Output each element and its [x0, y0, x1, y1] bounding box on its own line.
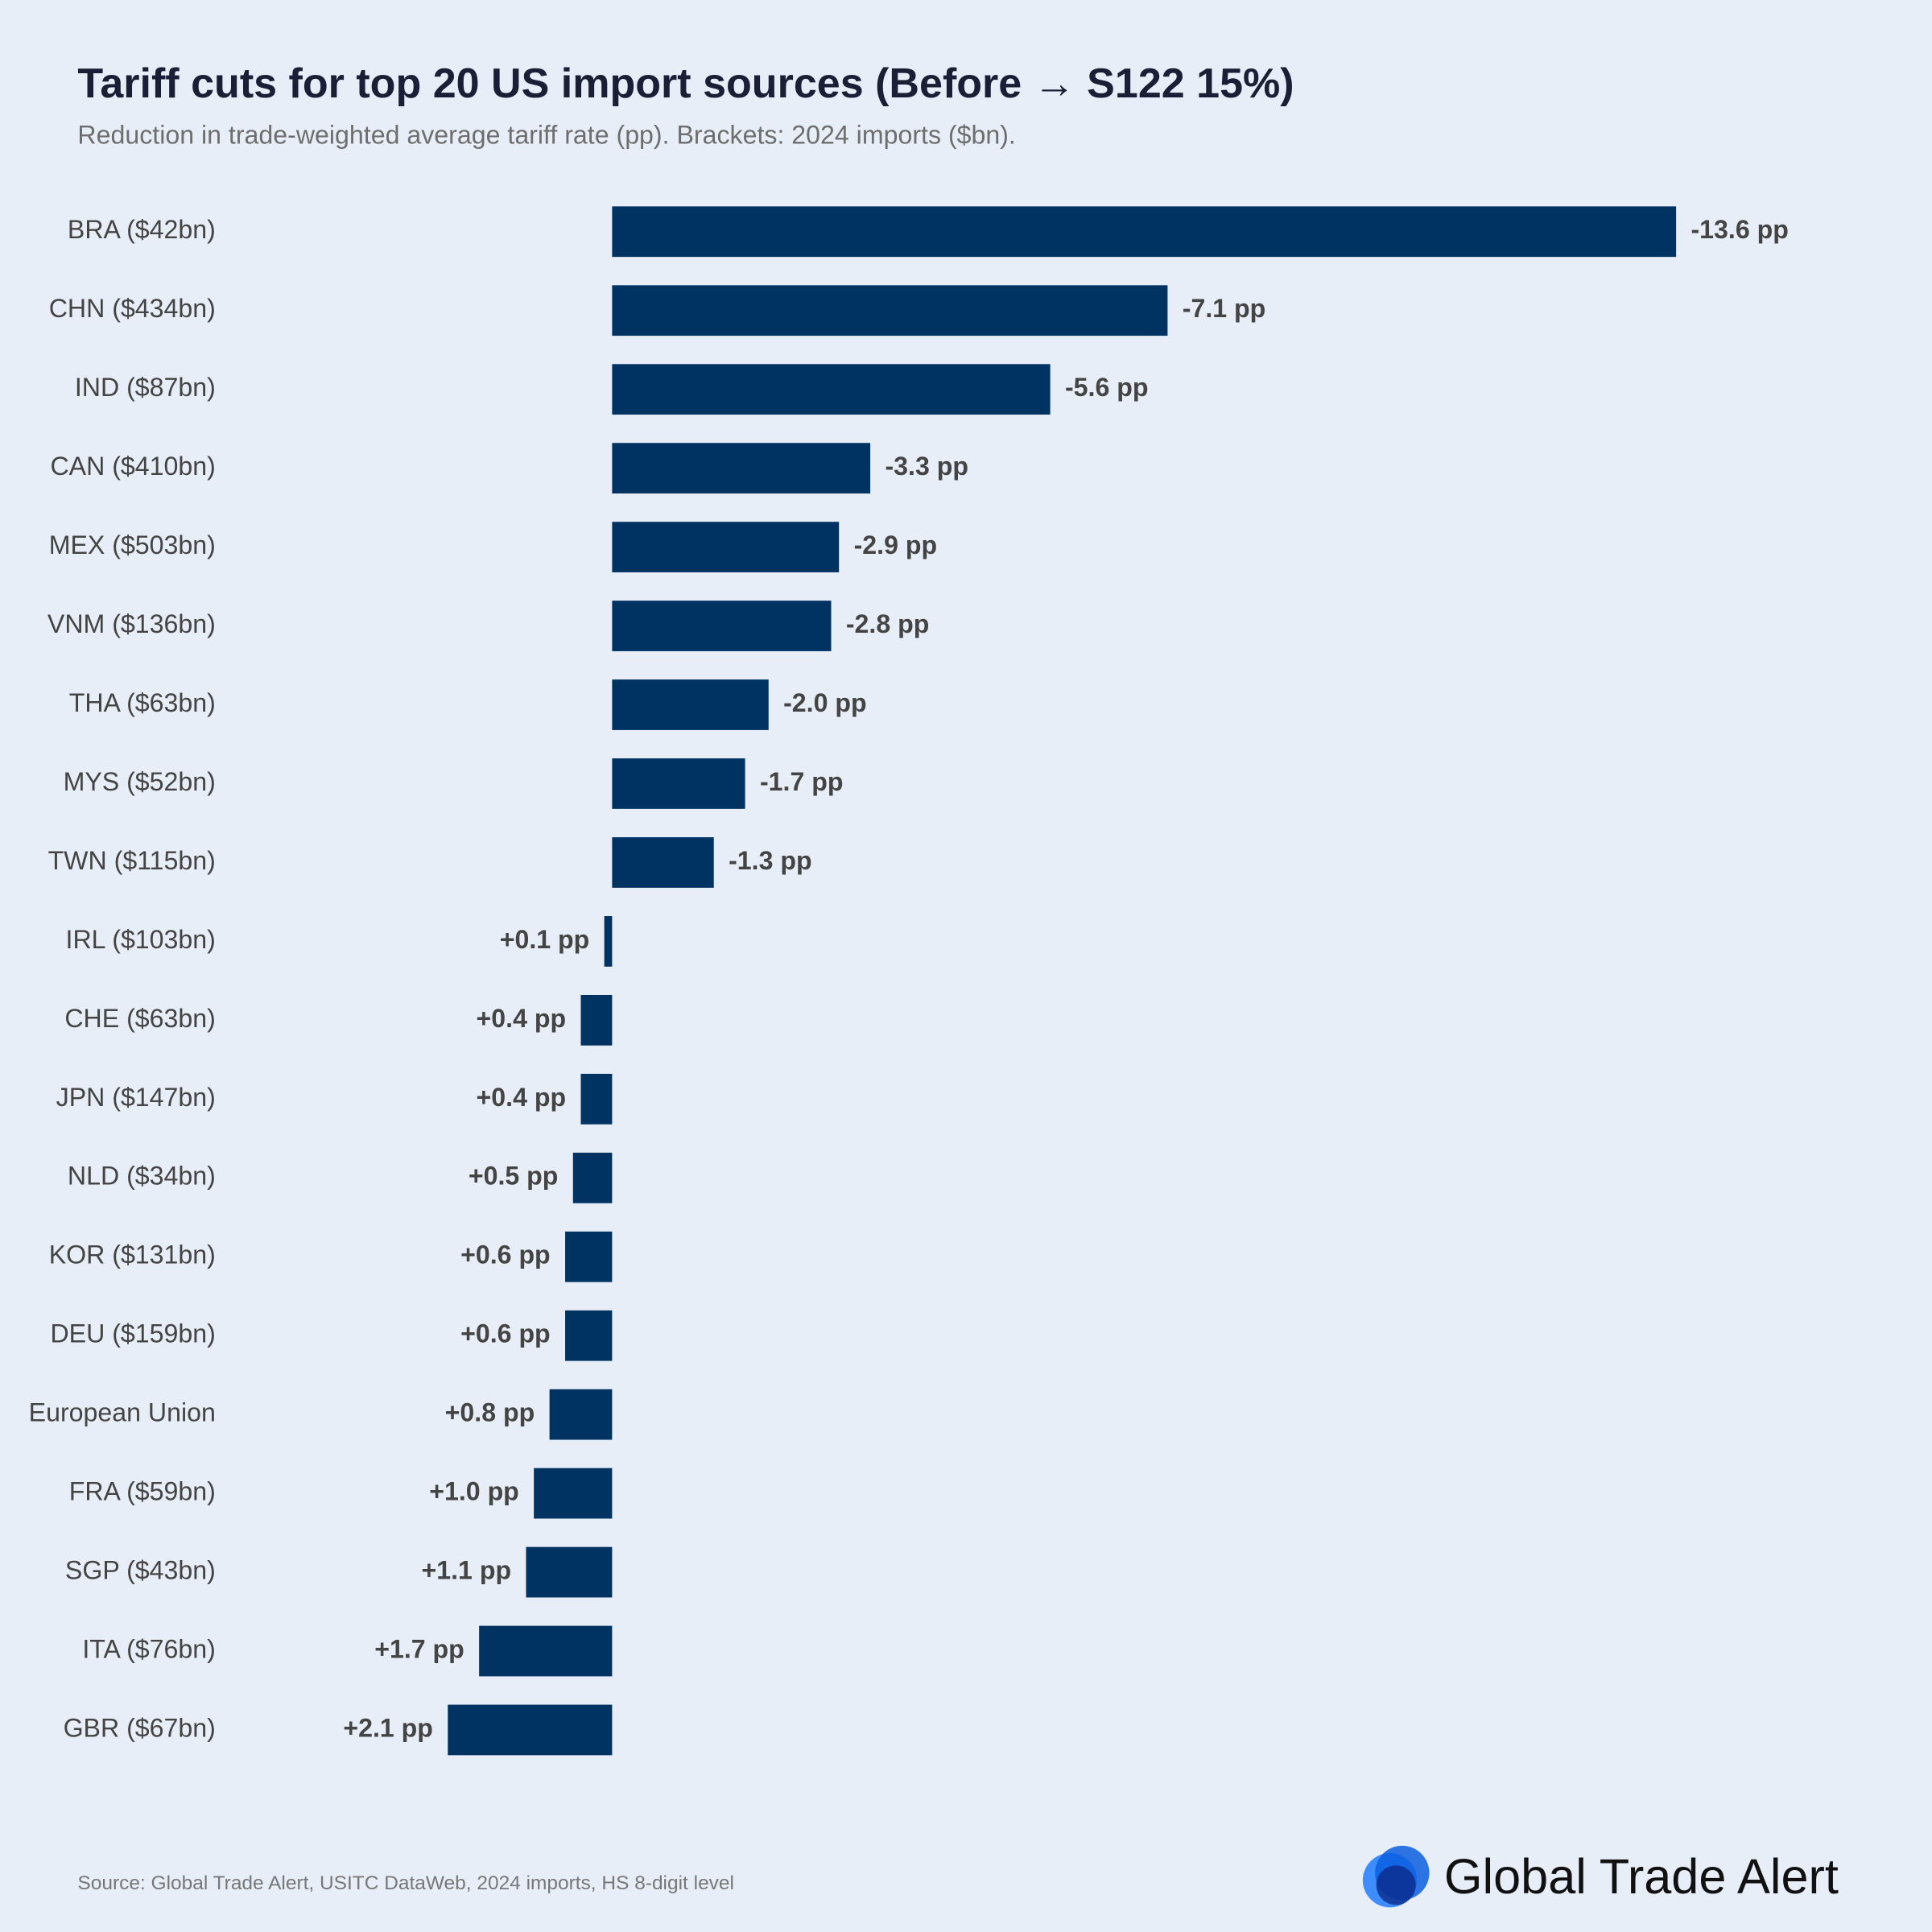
y-tick-label: KOR ($131bn) [49, 1241, 216, 1269]
y-tick-label: NLD ($34bn) [68, 1162, 216, 1191]
value-label: +0.4 pp [477, 1083, 567, 1112]
y-tick-label: FRA ($59bn) [69, 1477, 216, 1506]
y-tick-label: IRL ($103bn) [66, 925, 216, 954]
bar [604, 916, 613, 967]
value-label: +0.8 pp [445, 1398, 535, 1427]
y-tick-label: DEU ($159bn) [50, 1319, 215, 1348]
bar [565, 1310, 613, 1361]
value-label: -2.0 pp [783, 688, 867, 717]
bar [612, 206, 1677, 258]
y-tick-label: CHE ($63bn) [64, 1004, 215, 1033]
y-tick-label: THA ($63bn) [69, 688, 216, 717]
logo-icon [1362, 1845, 1430, 1908]
bar [526, 1546, 613, 1598]
bar [479, 1625, 613, 1677]
bar [572, 1152, 613, 1203]
y-tick-label: TWN ($115bn) [48, 846, 216, 875]
source-note: Source: Global Trade Alert, USITC DataWe… [77, 1872, 734, 1894]
chart-title: Tariff cuts for top 20 US import sources… [77, 60, 1294, 107]
value-label: +0.5 pp [469, 1162, 559, 1191]
bar [612, 837, 714, 888]
value-label: +2.1 pp [343, 1713, 433, 1742]
value-label: -3.3 pp [885, 452, 968, 481]
value-label: +0.1 pp [500, 925, 590, 954]
bar [534, 1468, 613, 1519]
value-label: -2.9 pp [854, 530, 938, 559]
value-label: -13.6 pp [1690, 215, 1788, 244]
y-tick-label: CAN ($410bn) [50, 452, 215, 481]
y-tick-label: BRA ($42bn) [68, 215, 216, 244]
bar [612, 364, 1051, 415]
value-label: +1.1 pp [422, 1556, 512, 1585]
y-tick-label: MYS ($52bn) [64, 767, 216, 796]
logo-circle [1376, 1865, 1416, 1905]
bar [549, 1389, 613, 1440]
y-tick-label: JPN ($147bn) [56, 1083, 216, 1112]
y-tick-label: VNM ($136bn) [47, 609, 216, 638]
bar [580, 994, 613, 1046]
value-label: -2.8 pp [846, 609, 930, 638]
bar [612, 443, 871, 494]
bar [612, 679, 769, 730]
bar [612, 522, 840, 572]
y-tick-label: ITA ($76bn) [82, 1635, 215, 1664]
bar [565, 1231, 613, 1282]
value-label: +0.4 pp [477, 1004, 567, 1033]
value-label: +1.0 pp [429, 1477, 519, 1506]
bar [448, 1704, 613, 1756]
y-tick-label: European Union [29, 1398, 216, 1427]
value-label: -5.6 pp [1065, 373, 1149, 402]
value-label: -1.7 pp [760, 767, 844, 796]
y-tick-label: MEX ($503bn) [49, 530, 216, 559]
bar [612, 285, 1168, 336]
y-tick-label: GBR ($67bn) [64, 1713, 216, 1742]
bar [612, 758, 745, 809]
bar [612, 601, 832, 651]
chart-subtitle: Reduction in trade-weighted average tari… [77, 120, 1015, 149]
logo-text: Global Trade Alert [1444, 1849, 1839, 1904]
y-tick-label: CHN ($434bn) [49, 294, 216, 323]
value-label: -1.3 pp [729, 846, 812, 875]
bar [580, 1073, 613, 1125]
value-label: -7.1 pp [1183, 294, 1266, 323]
value-label: +0.6 pp [460, 1241, 551, 1269]
y-tick-label: IND ($87bn) [75, 373, 216, 402]
y-tick-label: SGP ($43bn) [65, 1556, 216, 1585]
value-label: +0.6 pp [460, 1319, 551, 1348]
value-label: +1.7 pp [374, 1635, 464, 1664]
